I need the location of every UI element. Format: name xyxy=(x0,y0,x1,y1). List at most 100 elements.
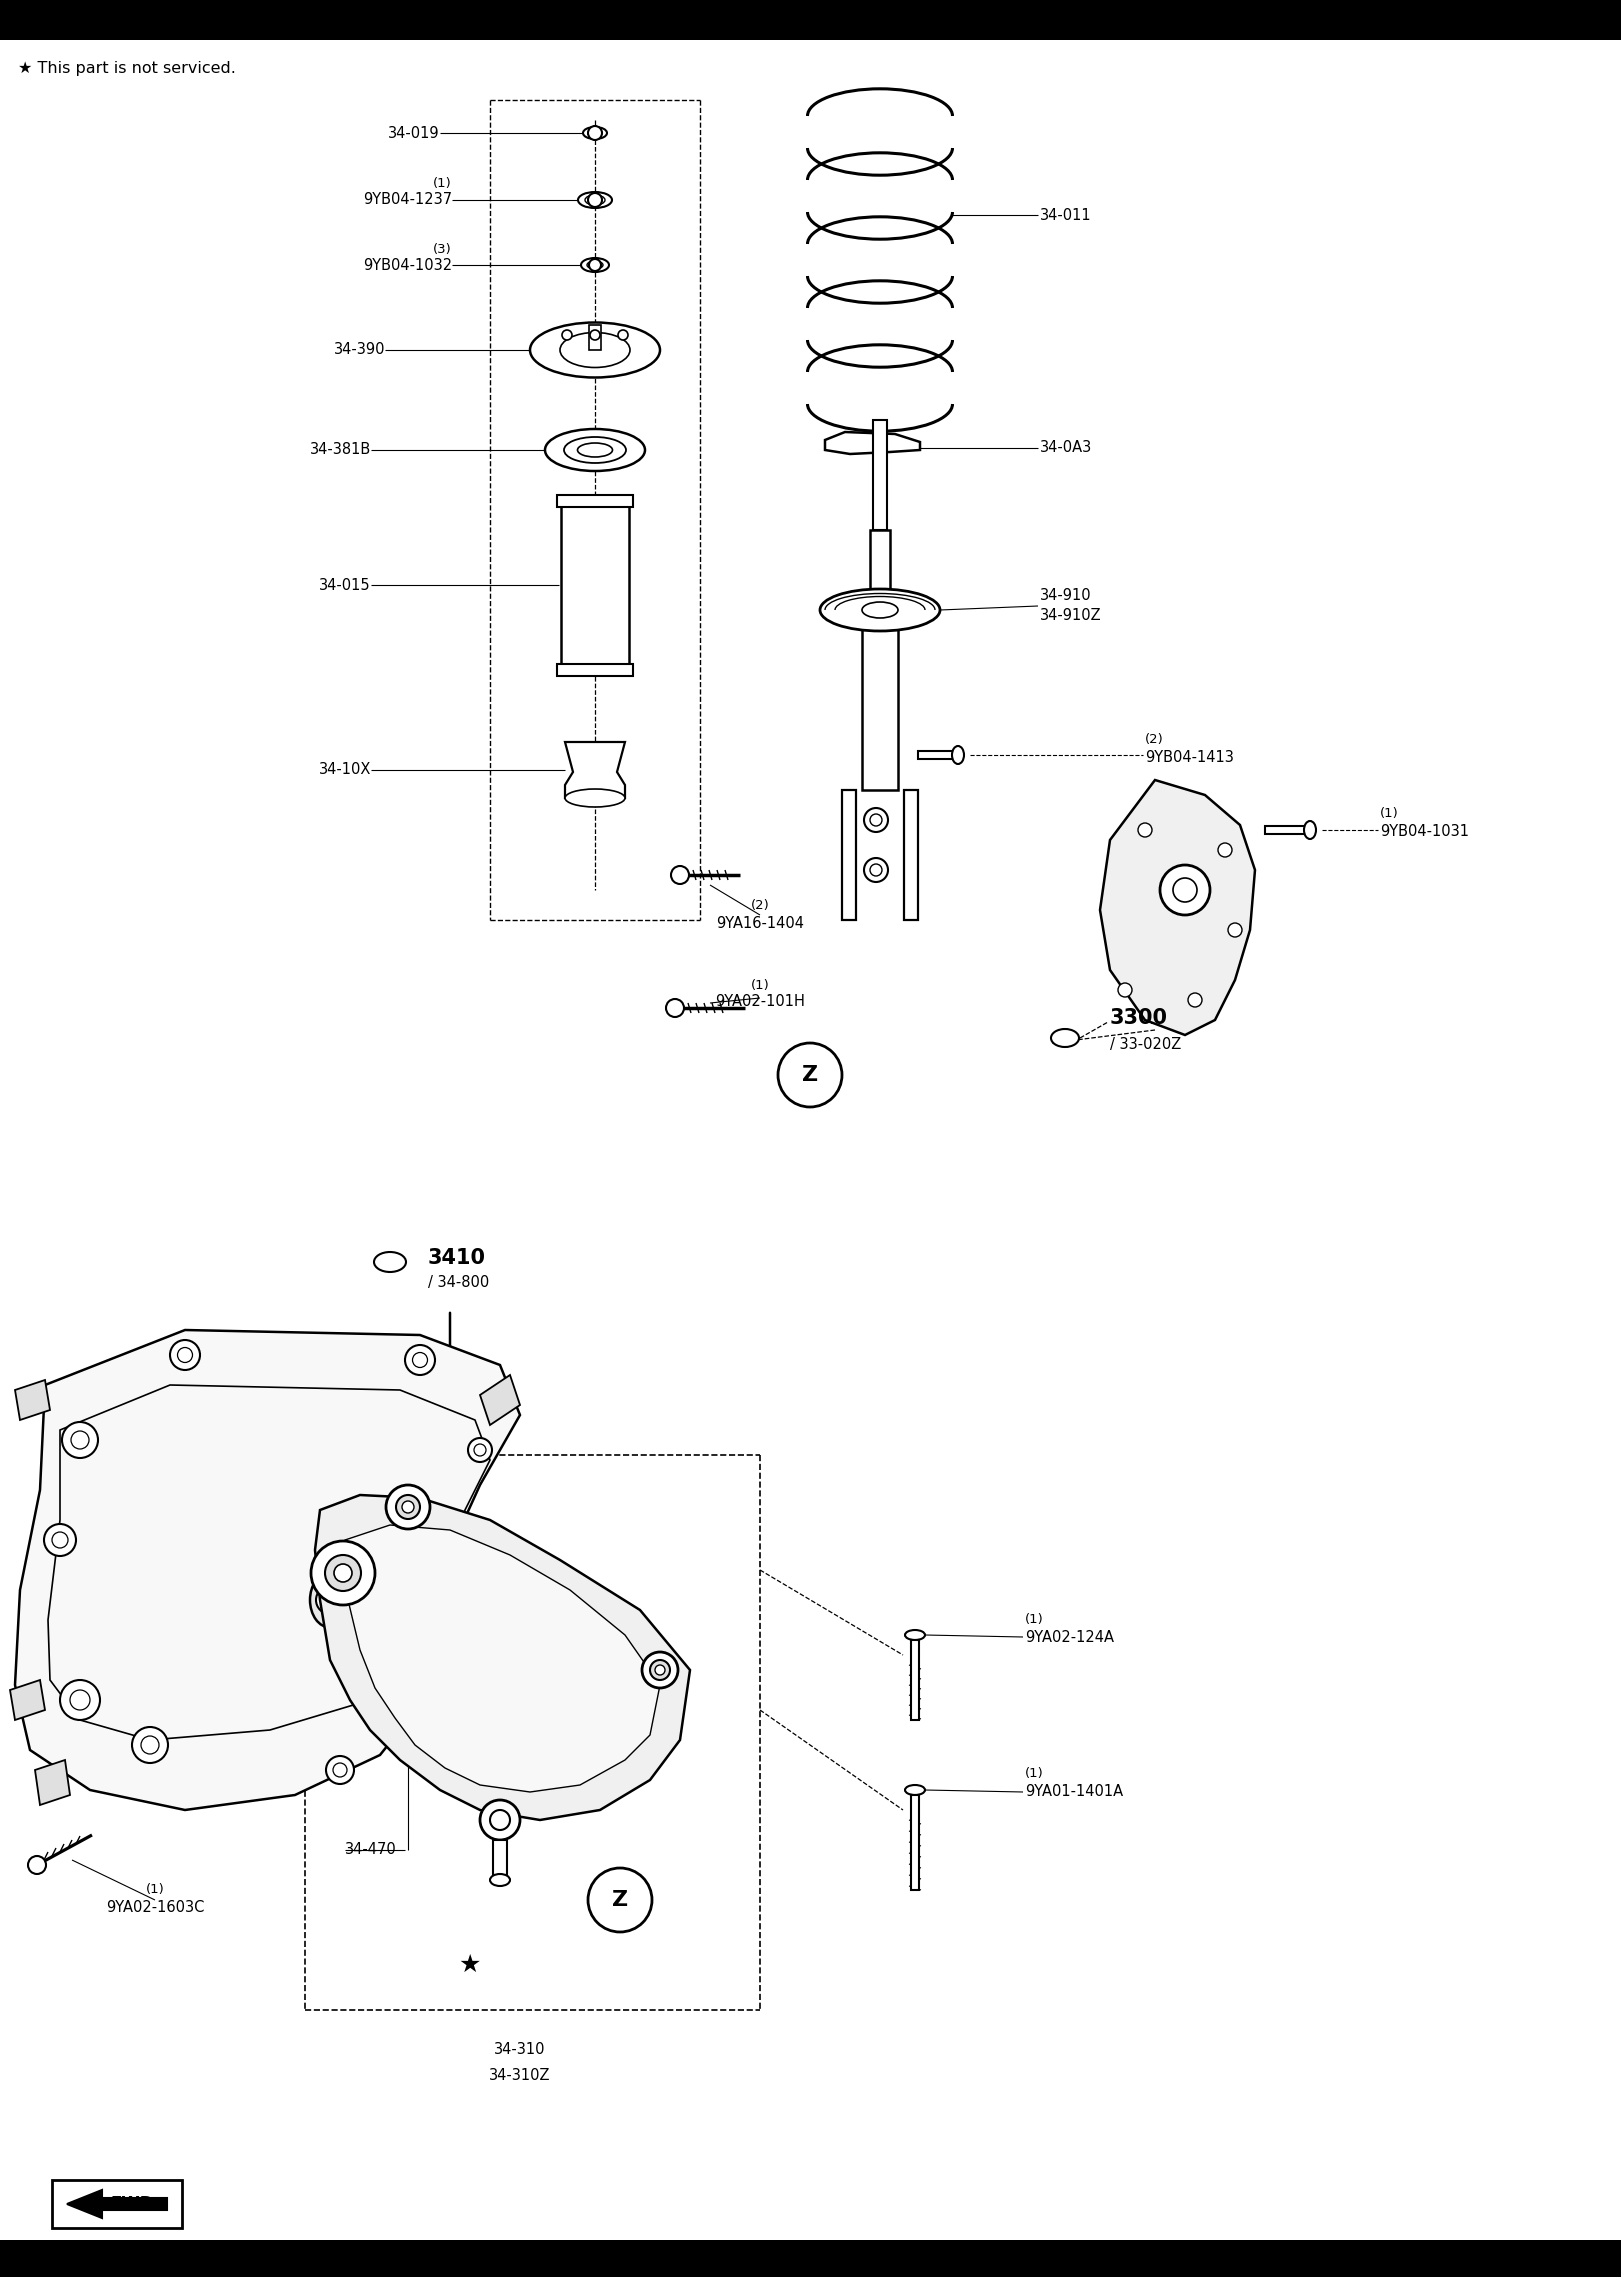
Text: 9YB04-1237: 9YB04-1237 xyxy=(363,194,452,207)
Polygon shape xyxy=(15,1330,520,1810)
Circle shape xyxy=(588,260,601,271)
Text: / 33-020Z: / 33-020Z xyxy=(1110,1036,1182,1052)
Circle shape xyxy=(1229,922,1242,938)
Circle shape xyxy=(864,808,888,831)
Polygon shape xyxy=(15,1380,50,1421)
Ellipse shape xyxy=(952,747,964,765)
Text: 9YA16-1404: 9YA16-1404 xyxy=(716,915,804,931)
Circle shape xyxy=(316,1587,344,1614)
Circle shape xyxy=(588,125,601,139)
Bar xyxy=(841,790,856,920)
Polygon shape xyxy=(10,1680,45,1719)
Text: (1): (1) xyxy=(751,979,770,993)
Text: (1): (1) xyxy=(146,1883,164,1897)
Circle shape xyxy=(1138,822,1153,838)
Circle shape xyxy=(170,1339,199,1371)
Circle shape xyxy=(1161,865,1209,915)
Bar xyxy=(561,503,629,667)
Ellipse shape xyxy=(820,590,940,631)
Circle shape xyxy=(70,1690,91,1710)
Circle shape xyxy=(588,194,601,207)
Ellipse shape xyxy=(905,1785,926,1794)
Text: 9YA02-1603C: 9YA02-1603C xyxy=(105,1901,204,1915)
Ellipse shape xyxy=(1303,822,1316,838)
Circle shape xyxy=(618,330,627,339)
Bar xyxy=(874,419,887,531)
Text: 34-910: 34-910 xyxy=(1041,587,1091,603)
Text: 34-381B: 34-381B xyxy=(310,442,371,458)
Circle shape xyxy=(655,1664,665,1676)
Text: (1): (1) xyxy=(1024,1612,1044,1626)
Polygon shape xyxy=(52,2179,182,2227)
Text: 34-390: 34-390 xyxy=(334,342,386,357)
Text: 34-470: 34-470 xyxy=(345,1842,397,1858)
Bar xyxy=(558,665,632,676)
Circle shape xyxy=(864,858,888,881)
Text: 9YB04-1413: 9YB04-1413 xyxy=(1144,749,1234,765)
Circle shape xyxy=(642,1653,678,1687)
Ellipse shape xyxy=(587,262,603,269)
Ellipse shape xyxy=(564,437,626,462)
Text: (2): (2) xyxy=(1144,733,1164,745)
Bar xyxy=(911,1794,919,1890)
Text: FWD: FWD xyxy=(110,2195,154,2213)
Polygon shape xyxy=(36,1760,70,1806)
Text: 9YB04-1032: 9YB04-1032 xyxy=(363,257,452,273)
Text: 34-015: 34-015 xyxy=(319,578,371,592)
Circle shape xyxy=(671,865,689,883)
Ellipse shape xyxy=(559,332,631,367)
Ellipse shape xyxy=(374,1252,405,1273)
Circle shape xyxy=(405,1346,434,1375)
Text: ★: ★ xyxy=(459,1954,481,1976)
Bar xyxy=(493,1840,507,1874)
Ellipse shape xyxy=(905,1630,926,1639)
Text: (1): (1) xyxy=(1379,806,1399,820)
Text: 34-310: 34-310 xyxy=(494,2042,546,2058)
Circle shape xyxy=(324,1555,361,1592)
Circle shape xyxy=(332,1762,347,1776)
Bar xyxy=(905,790,917,920)
Circle shape xyxy=(480,1801,520,1840)
Ellipse shape xyxy=(585,196,605,205)
Circle shape xyxy=(326,1756,353,1783)
Text: 34-10X: 34-10X xyxy=(319,763,371,776)
Circle shape xyxy=(1118,984,1131,997)
Text: 9YA02-101H: 9YA02-101H xyxy=(715,993,806,1009)
Text: / 34-800: / 34-800 xyxy=(428,1275,490,1289)
Ellipse shape xyxy=(490,1874,511,1885)
Polygon shape xyxy=(66,2190,167,2218)
Text: 34-910Z: 34-910Z xyxy=(1041,608,1102,624)
Circle shape xyxy=(386,1485,430,1528)
Circle shape xyxy=(60,1680,101,1719)
Circle shape xyxy=(490,1810,511,1831)
Text: 3410: 3410 xyxy=(428,1248,486,1268)
Bar xyxy=(588,326,601,351)
Polygon shape xyxy=(566,742,626,797)
Circle shape xyxy=(178,1348,193,1362)
Text: 3300: 3300 xyxy=(1110,1009,1169,1027)
Circle shape xyxy=(62,1423,97,1457)
Circle shape xyxy=(44,1523,76,1555)
Bar xyxy=(862,610,898,790)
Bar xyxy=(911,1639,919,1719)
Circle shape xyxy=(588,1867,652,1931)
Polygon shape xyxy=(480,1375,520,1425)
Ellipse shape xyxy=(1050,1029,1080,1047)
Circle shape xyxy=(311,1542,374,1605)
Bar xyxy=(0,2241,1621,2277)
Circle shape xyxy=(870,813,882,827)
Ellipse shape xyxy=(584,128,606,139)
Ellipse shape xyxy=(579,191,613,207)
Polygon shape xyxy=(314,1496,691,1819)
Circle shape xyxy=(666,1000,684,1018)
Ellipse shape xyxy=(577,444,613,458)
Circle shape xyxy=(473,1444,486,1455)
Text: 9YA01-1401A: 9YA01-1401A xyxy=(1024,1785,1123,1799)
Polygon shape xyxy=(345,1526,660,1792)
Bar xyxy=(870,531,890,610)
Circle shape xyxy=(402,1501,413,1512)
Text: 9YA02-124A: 9YA02-124A xyxy=(1024,1630,1114,1644)
Circle shape xyxy=(1188,993,1203,1006)
Circle shape xyxy=(28,1856,45,1874)
Ellipse shape xyxy=(862,601,898,617)
